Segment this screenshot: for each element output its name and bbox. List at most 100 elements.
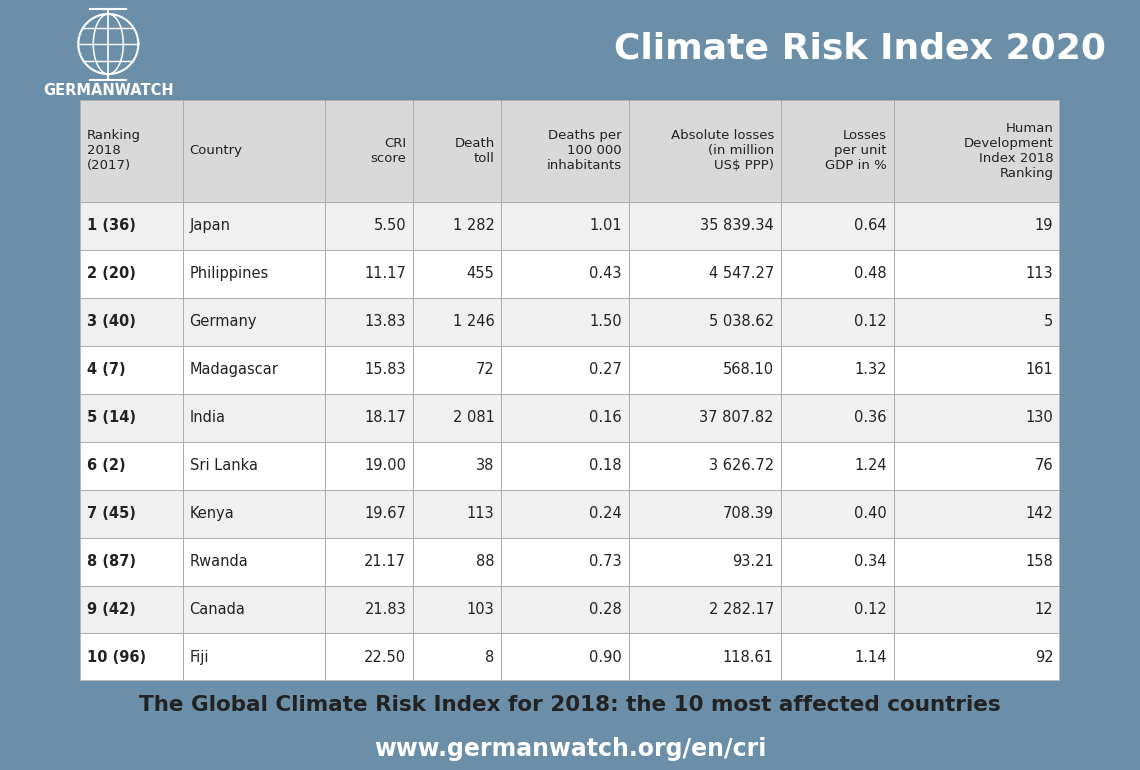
Text: 4 (7): 4 (7): [87, 362, 125, 377]
Text: 11.17: 11.17: [365, 266, 406, 281]
Text: 92: 92: [1035, 650, 1053, 665]
FancyBboxPatch shape: [80, 442, 1060, 490]
Text: Losses
per unit
GDP in %: Losses per unit GDP in %: [825, 129, 887, 172]
Text: 7 (45): 7 (45): [87, 506, 136, 521]
Text: 0.18: 0.18: [589, 458, 622, 473]
Text: Sri Lanka: Sri Lanka: [189, 458, 258, 473]
Text: 113: 113: [1026, 266, 1053, 281]
Text: 103: 103: [466, 602, 495, 617]
Text: 1 (36): 1 (36): [87, 219, 136, 233]
Text: 0.43: 0.43: [589, 266, 622, 281]
Text: 161: 161: [1026, 362, 1053, 377]
Text: 3 626.72: 3 626.72: [709, 458, 774, 473]
Text: Madagascar: Madagascar: [189, 362, 278, 377]
Text: 1 282: 1 282: [453, 219, 495, 233]
Text: 12: 12: [1035, 602, 1053, 617]
Text: 0.27: 0.27: [589, 362, 622, 377]
Text: Country: Country: [189, 145, 243, 158]
Text: 22.50: 22.50: [364, 650, 406, 665]
Text: 3 (40): 3 (40): [87, 314, 136, 330]
Text: 1.24: 1.24: [854, 458, 887, 473]
Text: 19.67: 19.67: [365, 506, 406, 521]
Text: 113: 113: [467, 506, 495, 521]
Text: 0.40: 0.40: [854, 506, 887, 521]
Text: 6 (2): 6 (2): [87, 458, 125, 473]
Text: Human
Development
Index 2018
Ranking: Human Development Index 2018 Ranking: [963, 122, 1053, 180]
Text: 0.73: 0.73: [589, 554, 622, 569]
Text: Absolute losses
(in million
US$ PPP): Absolute losses (in million US$ PPP): [670, 129, 774, 172]
Text: 2 081: 2 081: [453, 410, 495, 425]
Text: 5 (14): 5 (14): [87, 410, 136, 425]
FancyBboxPatch shape: [80, 202, 1060, 249]
Text: 0.24: 0.24: [589, 506, 622, 521]
Text: CRI
score: CRI score: [370, 137, 406, 165]
Text: 0.28: 0.28: [589, 602, 622, 617]
Text: 0.34: 0.34: [854, 554, 887, 569]
Text: 15.83: 15.83: [365, 362, 406, 377]
Text: 0.48: 0.48: [854, 266, 887, 281]
Text: Ranking
2018
(2017): Ranking 2018 (2017): [87, 129, 140, 172]
FancyBboxPatch shape: [80, 100, 1060, 202]
Text: 1.50: 1.50: [589, 314, 622, 330]
Text: 18.17: 18.17: [365, 410, 406, 425]
Text: 19: 19: [1035, 219, 1053, 233]
Text: 1 246: 1 246: [453, 314, 495, 330]
Text: 35 839.34: 35 839.34: [700, 219, 774, 233]
Text: 21.83: 21.83: [365, 602, 406, 617]
Text: 19.00: 19.00: [365, 458, 406, 473]
Text: 0.36: 0.36: [854, 410, 887, 425]
Text: 1.01: 1.01: [589, 219, 622, 233]
Text: 1.32: 1.32: [854, 362, 887, 377]
FancyBboxPatch shape: [80, 393, 1060, 442]
FancyBboxPatch shape: [80, 249, 1060, 298]
Text: 5: 5: [1044, 314, 1053, 330]
Text: 5.50: 5.50: [374, 219, 406, 233]
Text: 13.83: 13.83: [365, 314, 406, 330]
Text: 0.16: 0.16: [589, 410, 622, 425]
Text: 5 038.62: 5 038.62: [709, 314, 774, 330]
FancyBboxPatch shape: [80, 298, 1060, 346]
Text: Fiji: Fiji: [189, 650, 209, 665]
FancyBboxPatch shape: [80, 537, 1060, 585]
Text: 4 547.27: 4 547.27: [709, 266, 774, 281]
Text: 1.14: 1.14: [854, 650, 887, 665]
Text: Germany: Germany: [189, 314, 258, 330]
Text: Climate Risk Index 2020: Climate Risk Index 2020: [613, 31, 1106, 65]
Text: www.germanwatch.org/en/cri: www.germanwatch.org/en/cri: [374, 737, 766, 761]
Text: 2 282.17: 2 282.17: [709, 602, 774, 617]
Text: GERMANWATCH: GERMANWATCH: [43, 83, 173, 98]
Text: Deaths per
100 000
inhabitants: Deaths per 100 000 inhabitants: [547, 129, 622, 172]
Text: Kenya: Kenya: [189, 506, 235, 521]
Text: 130: 130: [1026, 410, 1053, 425]
Text: 0.90: 0.90: [589, 650, 622, 665]
Text: 455: 455: [466, 266, 495, 281]
Text: The Global Climate Risk Index for 2018: the 10 most affected countries: The Global Climate Risk Index for 2018: …: [139, 695, 1001, 715]
Text: Philippines: Philippines: [189, 266, 269, 281]
Text: 0.12: 0.12: [854, 314, 887, 330]
Text: 72: 72: [475, 362, 495, 377]
Text: 10 (96): 10 (96): [87, 650, 146, 665]
Text: 0.12: 0.12: [854, 602, 887, 617]
Text: 118.61: 118.61: [723, 650, 774, 665]
Text: 38: 38: [477, 458, 495, 473]
Text: 93.21: 93.21: [732, 554, 774, 569]
Text: 37 807.82: 37 807.82: [700, 410, 774, 425]
Text: 21.17: 21.17: [365, 554, 406, 569]
Text: 8 (87): 8 (87): [87, 554, 136, 569]
FancyBboxPatch shape: [80, 585, 1060, 634]
Text: Canada: Canada: [189, 602, 245, 617]
Text: 708.39: 708.39: [723, 506, 774, 521]
Text: 142: 142: [1026, 506, 1053, 521]
Text: Rwanda: Rwanda: [189, 554, 249, 569]
FancyBboxPatch shape: [80, 634, 1060, 681]
Text: Japan: Japan: [189, 219, 230, 233]
Text: 568.10: 568.10: [723, 362, 774, 377]
Text: 76: 76: [1035, 458, 1053, 473]
Text: Death
toll: Death toll: [454, 137, 495, 165]
Text: India: India: [189, 410, 226, 425]
Text: 8: 8: [486, 650, 495, 665]
Text: 0.64: 0.64: [854, 219, 887, 233]
FancyBboxPatch shape: [80, 490, 1060, 537]
Text: 9 (42): 9 (42): [87, 602, 136, 617]
Text: 2 (20): 2 (20): [87, 266, 136, 281]
